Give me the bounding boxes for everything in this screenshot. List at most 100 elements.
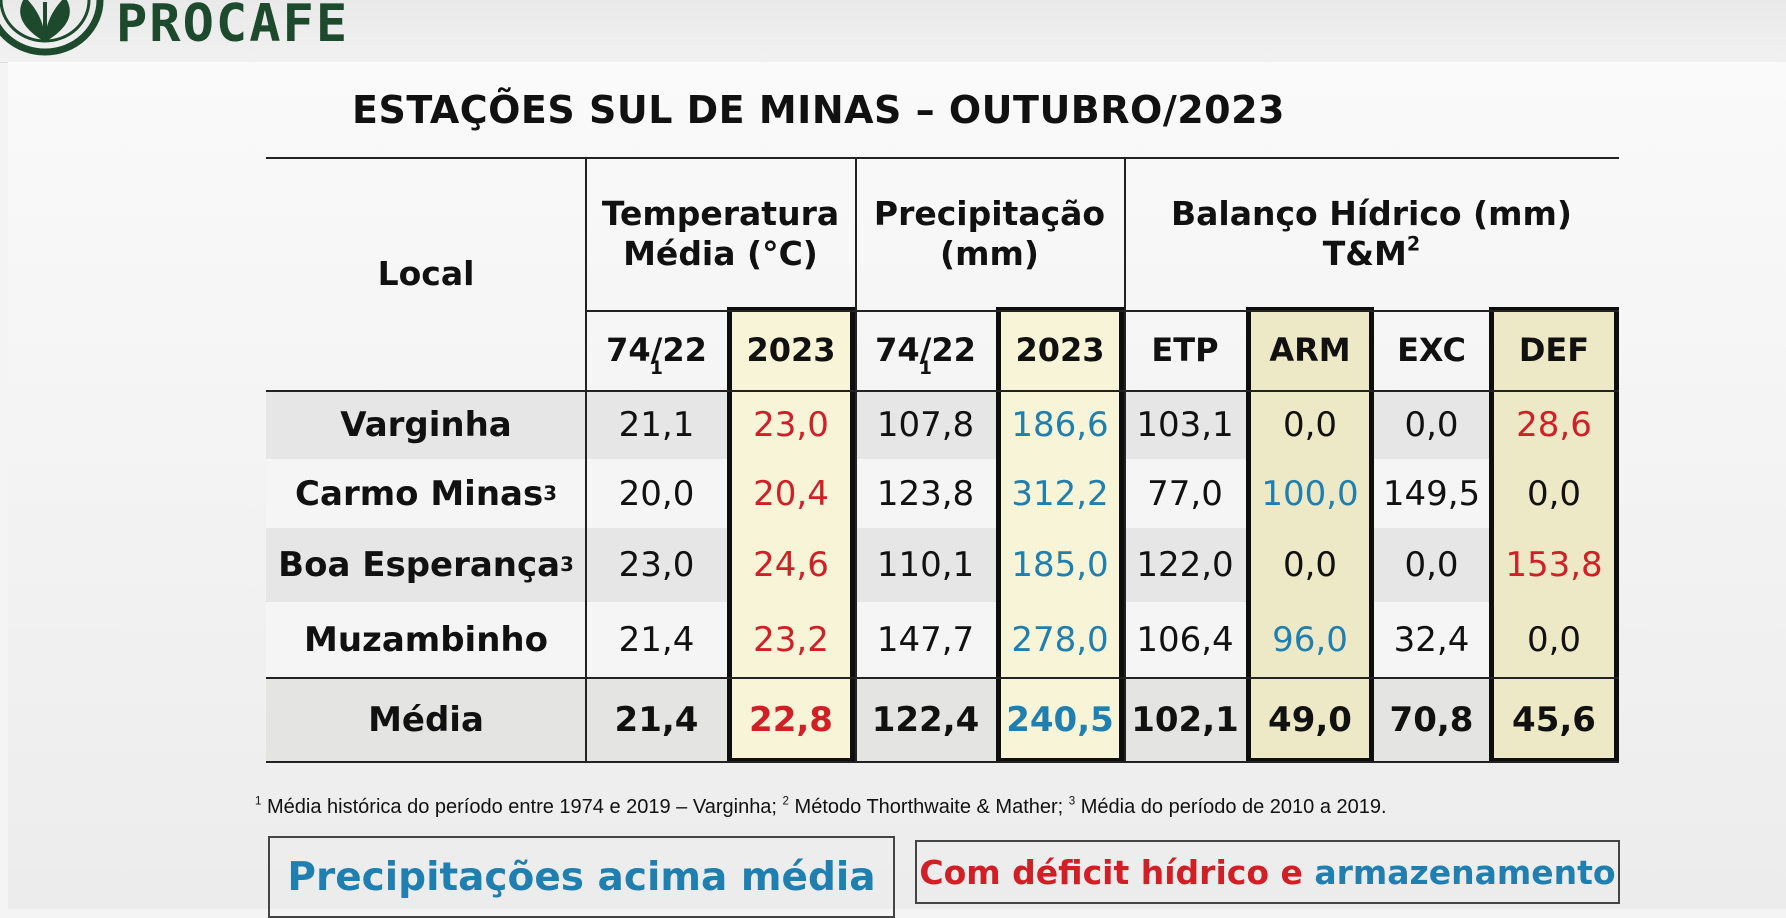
table-cell: 147,7: [876, 619, 975, 660]
table-cell: 0,0: [1526, 473, 1582, 514]
table-cell: 21,1: [618, 404, 695, 445]
subheader-5: ARM: [1246, 310, 1374, 390]
callout-deficit-blue: armazenamento: [1302, 852, 1616, 892]
location-name: Boa Esperança 3: [278, 545, 574, 585]
subheader-label: 2023: [746, 330, 836, 369]
footnote-marker: 1: [255, 794, 262, 808]
table-cell: 107,8: [876, 404, 975, 445]
procafe-logo-icon: [0, 0, 104, 56]
brand-name: PROCAFE: [116, 0, 350, 54]
header-balanco-sup: 2: [1406, 232, 1421, 256]
table-cell: 21,4: [618, 619, 695, 660]
table-cell: 278,0: [1011, 619, 1109, 660]
callout-precipitation: Precipitações acima média: [268, 836, 895, 918]
subheader-7: DEF: [1489, 310, 1619, 390]
header-balanco-line2: T&M2: [1323, 234, 1420, 274]
header-temperatura-line2: Média (°C): [623, 233, 818, 273]
footnote-text: Média histórica do período entre 1974 e …: [261, 796, 783, 818]
subheader-3: 2023: [996, 310, 1124, 390]
table-row-bg: [266, 528, 1619, 602]
subheader-label: EXC: [1397, 330, 1466, 369]
header-balanco-label: T&M: [1322, 233, 1407, 273]
total-value: 122,4: [871, 700, 980, 740]
table-cell: 0,0: [1404, 545, 1459, 585]
table-bottom-border: [266, 761, 1619, 763]
table-row-bg: [266, 602, 1619, 677]
total-value: 45,6: [1512, 700, 1596, 740]
slide-title: ESTAÇÕES SUL DE MINAS – OUTUBRO/2023: [352, 88, 1285, 132]
table-cell: 23,2: [753, 619, 829, 660]
highlight-arm: [1246, 307, 1374, 763]
table-cell: 23,0: [618, 545, 695, 585]
table-row-bg: [266, 459, 1619, 528]
header-temperatura: Temperatura Média (°C): [586, 157, 855, 310]
header-divider: [586, 310, 1619, 312]
total-value: 102,1: [1131, 700, 1239, 740]
table-top-border: [266, 157, 1619, 159]
header-balanco: Balanço Hídrico (mm) T&M2: [1124, 157, 1619, 310]
location-name: Carmo Minas 3: [295, 473, 557, 514]
location-text: Boa Esperança: [278, 545, 561, 585]
location-text: Média: [368, 700, 484, 740]
table-cell: 153,8: [1505, 545, 1603, 585]
table-cell: 186,6: [1011, 404, 1109, 445]
callout-deficit: Com déficit hídrico e armazenamento: [915, 840, 1620, 904]
subheader-6: EXC: [1374, 310, 1489, 390]
col-divider: [1124, 157, 1126, 763]
footnote-marker: 2: [782, 794, 789, 808]
table-cell: 0,0: [1404, 404, 1459, 445]
header-local: Local: [377, 253, 475, 293]
header-bottom-border: [266, 390, 1619, 392]
header-balanco-line1: Balanço Hídrico (mm): [1170, 193, 1572, 233]
total-top-border: [266, 677, 1619, 679]
footnote-text: Média do período de 2010 a 2019.: [1075, 796, 1387, 818]
brand-bar: PROCAFE: [0, 0, 1786, 63]
table-cell: 77,0: [1147, 473, 1223, 514]
table-cell: 0,0: [1282, 545, 1338, 585]
subheader-4: ETP: [1124, 310, 1246, 390]
total-value: 49,0: [1268, 700, 1352, 740]
table-cell: 122,0: [1136, 545, 1234, 585]
highlight-precip-2023: [996, 307, 1124, 763]
col-divider: [585, 157, 587, 763]
table-cell: 28,6: [1516, 404, 1592, 445]
location-name: Varginha: [266, 390, 586, 459]
table-cell: 100,0: [1261, 473, 1359, 514]
total-value: 70,8: [1389, 700, 1474, 740]
subheader-label: ETP: [1151, 330, 1219, 369]
subheader-1: 2023: [727, 310, 855, 390]
highlight-temp-2023: [727, 307, 855, 763]
table-cell: 123,8: [876, 473, 975, 514]
table-cell: 0,0: [1526, 619, 1582, 660]
table-cell: 0,0: [1282, 404, 1338, 445]
col-divider: [855, 157, 857, 763]
location-name: Muzambinho: [266, 602, 586, 677]
footnote-text: Método Thorthwaite & Mather;: [789, 796, 1069, 818]
table-cell: 149,5: [1382, 473, 1481, 514]
location-text: Varginha: [340, 404, 512, 445]
table-row-bg: [266, 390, 1619, 459]
location-text: Muzambinho: [304, 619, 548, 660]
table-cell: 20,0: [618, 473, 695, 514]
total-label: Média: [266, 677, 586, 763]
header-precipitacao-line1: Precipitação: [873, 193, 1106, 233]
total-value: 240,5: [1006, 700, 1114, 740]
subheader-label: 74/22: [606, 330, 707, 369]
callout-deficit-red: Com déficit hídrico e: [919, 852, 1303, 892]
header-precipitacao-line2: (mm): [940, 233, 1039, 273]
total-value: 21,4: [614, 700, 699, 740]
footnote: 1 Média histórica do período entre 1974 …: [255, 794, 1387, 819]
subheader-label: DEF: [1518, 330, 1590, 369]
header-precipitacao: Precipitação (mm): [855, 157, 1124, 310]
location-text: Carmo Minas: [295, 473, 544, 514]
subheader-label: 74/22: [875, 330, 976, 369]
table-cell: 185,0: [1011, 545, 1109, 585]
table-cell: 110,1: [876, 545, 975, 585]
header-temperatura-line1: Temperatura: [601, 193, 840, 233]
table-row-bg: [266, 677, 1619, 763]
footnote-marker: 3: [1068, 794, 1076, 808]
table-cell: 106,4: [1136, 619, 1234, 660]
table-cell: 103,1: [1136, 404, 1234, 445]
table-cell: 312,2: [1011, 473, 1109, 514]
subheader-2: 74/22 1: [875, 330, 976, 380]
